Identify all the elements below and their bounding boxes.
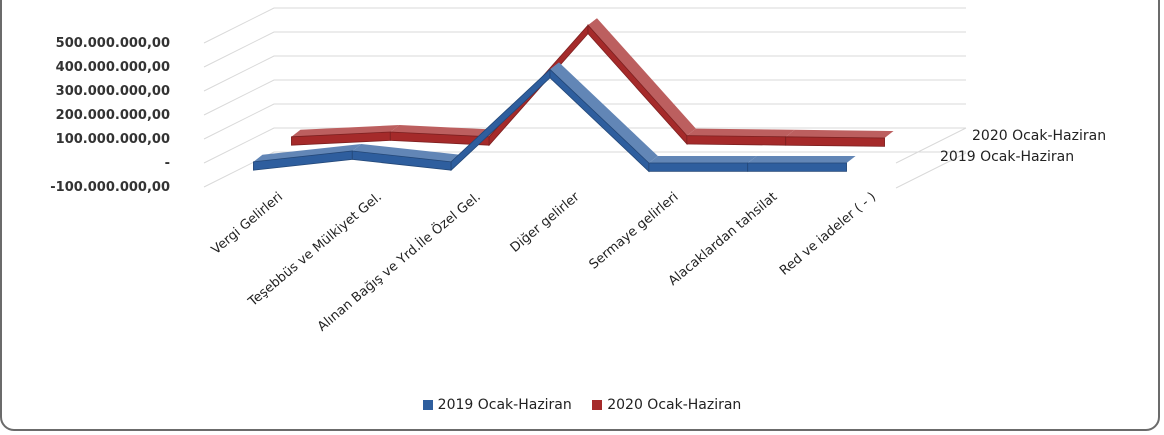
category-label: Diğer gelirler bbox=[508, 189, 583, 256]
line-ribbon-top bbox=[291, 125, 400, 137]
y-tick-label: 200.000.000,00 bbox=[56, 108, 170, 123]
line-ribbon-top bbox=[747, 156, 856, 163]
line-ribbon-segment bbox=[747, 162, 847, 172]
gridline bbox=[203, 79, 966, 116]
gridline bbox=[203, 103, 966, 140]
line-ribbon-top bbox=[352, 144, 461, 162]
legend-label: 2019 Ocak-Haziran bbox=[437, 397, 572, 413]
series-2 bbox=[291, 18, 894, 147]
gridlines bbox=[203, 7, 967, 189]
y-tick-label: 500.000.000,00 bbox=[56, 36, 170, 51]
depth-axis: 2020 Ocak-Haziran 2019 Ocak-Haziran bbox=[940, 128, 1106, 165]
depth-gridline bbox=[895, 152, 967, 189]
line-ribbon-top bbox=[588, 18, 696, 136]
depth-label-series-2: 2020 Ocak-Haziran bbox=[972, 128, 1106, 144]
line-ribbon-top bbox=[785, 129, 894, 138]
legend-label: 2020 Ocak-Haziran bbox=[607, 397, 742, 413]
line-ribbon-top bbox=[390, 125, 499, 137]
category-label: Sermaye gelirleri bbox=[587, 190, 682, 273]
series-layer bbox=[253, 18, 894, 173]
line-ribbon-top bbox=[253, 144, 362, 162]
legend-item-series-2: 2020 Ocak-Haziran bbox=[592, 397, 741, 413]
line-ribbon-top bbox=[648, 156, 757, 163]
gridline bbox=[203, 7, 966, 44]
gridline bbox=[203, 127, 966, 164]
y-tick-label: -100.000.000,00 bbox=[50, 180, 170, 195]
y-axis: 500.000.000,00 400.000.000,00 300.000.000,… bbox=[50, 36, 170, 195]
category-label: Alacaklardan tahsilat bbox=[666, 190, 780, 289]
legend-item-series-1: 2019 Ocak-Haziran bbox=[422, 397, 572, 413]
line-ribbon-top bbox=[550, 62, 658, 163]
line-ribbon-segment bbox=[648, 162, 749, 172]
line-ribbon-segment bbox=[785, 136, 885, 147]
gridline bbox=[203, 151, 966, 188]
gridline bbox=[203, 31, 966, 68]
depth-gridline bbox=[895, 127, 967, 164]
y-tick-label: 300.000.000,00 bbox=[56, 84, 170, 99]
depth-label-series-1: 2019 Ocak-Haziran bbox=[940, 149, 1074, 165]
y-tick-label: 400.000.000,00 bbox=[56, 60, 170, 75]
legend-swatch bbox=[592, 400, 603, 410]
gridline bbox=[203, 55, 966, 92]
category-label: Vergi Gelirleri bbox=[209, 190, 286, 258]
category-label: Alınan Bağış ve Yrd.İle Özel Gel. bbox=[314, 188, 484, 335]
line-ribbon-segment bbox=[450, 68, 551, 172]
category-label: Red ve iadeler ( - ) bbox=[777, 190, 879, 279]
legend: 2019 Ocak-Haziran 2020 Ocak-Haziran bbox=[0, 397, 1164, 414]
y-tick-label: 100.000.000,00 bbox=[56, 132, 170, 147]
line-ribbon-top bbox=[686, 128, 795, 137]
legend-swatch bbox=[422, 400, 433, 410]
y-tick-label: - bbox=[165, 156, 170, 171]
line-ribbon-segment bbox=[686, 135, 787, 146]
series-1 bbox=[253, 62, 856, 173]
